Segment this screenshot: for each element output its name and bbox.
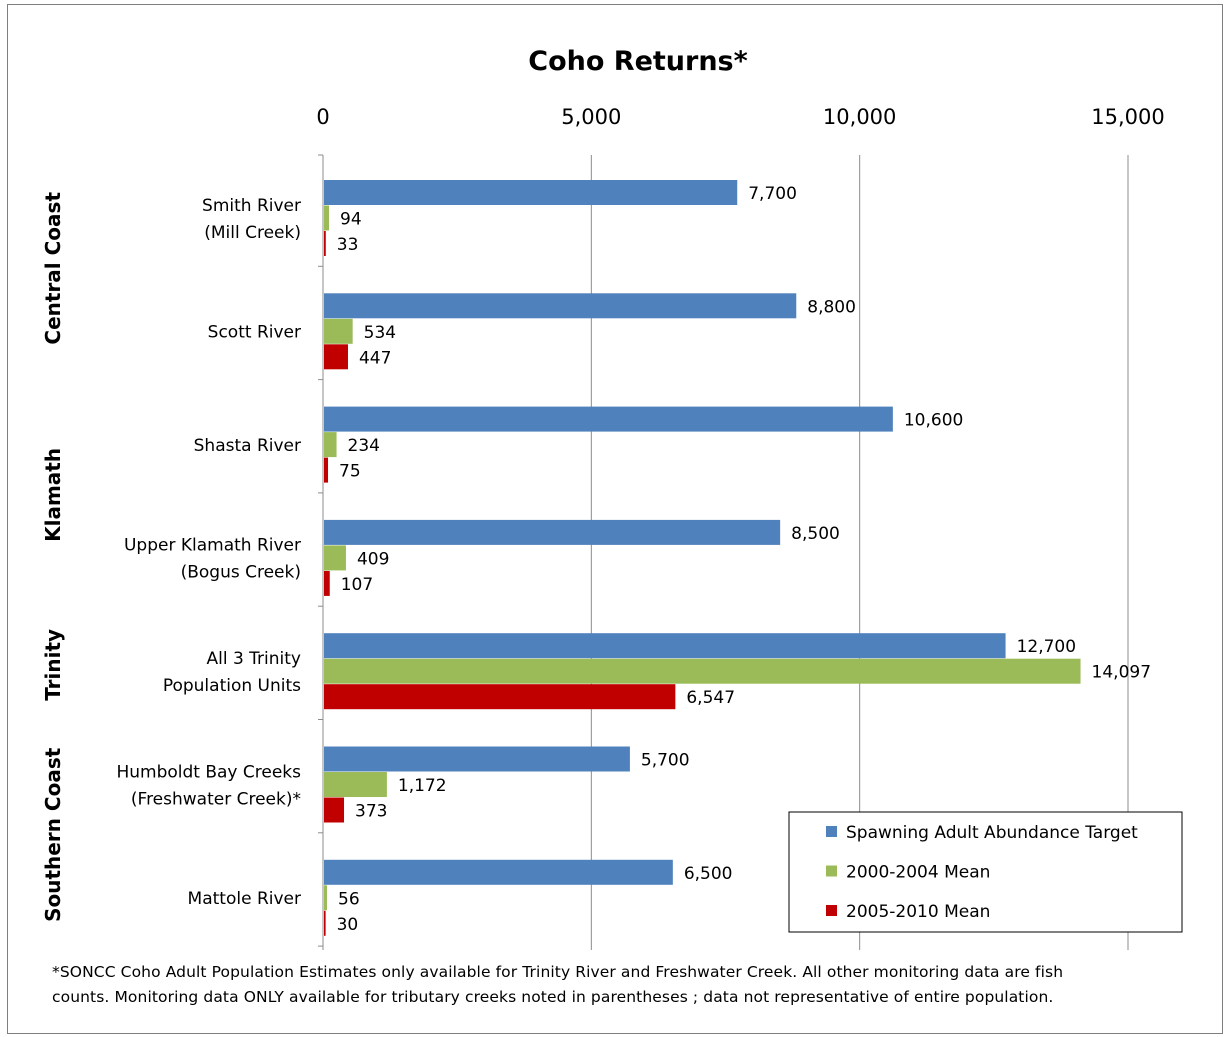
legend-swatch [826,865,837,877]
bar [324,797,345,823]
bar [324,746,630,772]
bar [324,658,1081,684]
data-label: 447 [359,348,391,368]
bar [324,772,387,797]
legend: Spawning Adult Abundance Target 2000-2004… [788,811,1183,933]
footnote-line: counts. Monitoring data ONLY available f… [52,988,1054,1006]
bar [324,570,330,596]
legend-swatch [826,826,837,837]
bar [324,910,326,936]
bar [324,519,781,545]
bars: 7,700 94 33 8,800 534 447 10,600 234 75 8,500 409 1… [324,180,1151,936]
x-axis-ticks: 0 5,000 10,000 15,000 [316,105,1164,129]
category-label: (Bogus Creek) [181,563,301,583]
legend-label: Spawning Adult Abundance Target [846,823,1138,843]
category-label: Shasta River [194,436,301,456]
bar [324,633,1006,659]
data-label: 8,800 [807,297,856,317]
bar [324,684,676,710]
group-label: Central Coast [41,192,65,345]
footnote: *SONCC Coho Adult Population Estimates o… [52,960,1202,1010]
group-label: Klamath [41,448,65,542]
data-label: 534 [364,323,396,343]
data-label: 14,097 [1092,663,1151,683]
category-label: Mattole River [188,889,301,909]
x-tick-label: 15,000 [1091,105,1164,129]
x-tick-label: 5,000 [561,105,621,129]
data-label: 1,172 [398,776,447,796]
data-label: 8,500 [791,524,840,544]
bar [324,231,326,256]
category-label: Scott River [208,323,301,343]
chart-title: Coho Returns* [528,46,748,77]
group-labels: Central Coast Klamath Trinity Southern Coas… [41,192,65,922]
x-tick-label: 0 [316,105,329,129]
data-label: 6,547 [686,688,735,708]
group-label: Trinity [41,629,65,701]
gridlines [318,154,1129,950]
category-labels: Smith River (Mill Creek) Scott River Shasta… [116,196,301,909]
data-label: 373 [355,802,387,822]
data-label: 75 [339,462,361,482]
category-label: All 3 Trinity [206,649,301,669]
data-label: 5,700 [641,751,690,771]
category-label: Humboldt Bay Creeks [116,762,301,782]
legend-swatch [826,905,837,916]
data-label: 7,700 [748,184,797,204]
bar [324,293,797,319]
data-label: 30 [337,915,359,935]
category-label: Smith River [202,196,301,216]
legend-label: 2005-2010 Mean [846,902,990,922]
bar [324,885,328,911]
bar [324,344,348,370]
bar [324,205,330,231]
category-label: Upper Klamath River [124,536,301,556]
bar [324,406,893,432]
bar [324,859,673,885]
bar [324,318,353,344]
data-label: 6,500 [684,864,733,884]
data-label: 94 [340,210,362,230]
data-label: 12,700 [1017,637,1076,657]
bar [324,545,346,571]
data-label: 234 [348,436,380,456]
bar [324,432,337,458]
data-label: 10,600 [904,411,963,431]
legend-box [788,811,1183,933]
bar [324,457,329,483]
legend-label: 2000-2004 Mean [846,863,990,883]
data-label: 56 [338,889,360,909]
group-label: Southern Coast [41,747,65,922]
category-label: (Mill Creek) [204,223,301,243]
footnote-line: *SONCC Coho Adult Population Estimates o… [52,963,1064,981]
data-label: 107 [341,575,373,595]
data-label: 33 [337,235,359,255]
x-tick-label: 10,000 [823,105,896,129]
category-label: Population Units [163,676,301,696]
data-label: 409 [357,549,389,569]
bar [324,180,738,205]
category-label: (Freshwater Creek)* [131,789,301,809]
